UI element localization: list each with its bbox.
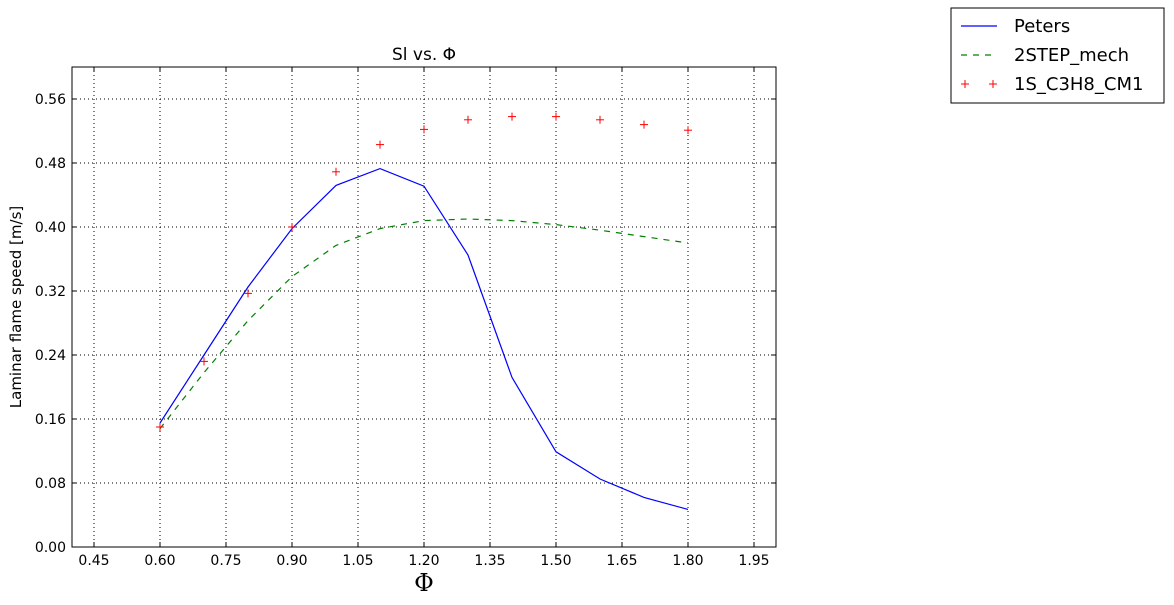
legend-label: 1S_C3H8_CM1 <box>1014 74 1143 95</box>
legend-items: Peters 2STEP_mech 1S_C3H8_CM1 <box>961 16 1143 95</box>
data-point <box>156 423 164 431</box>
data-point <box>640 120 648 129</box>
ticks: 0.45 0.60 0.75 0.90 1.05 1.20 1.35 1.50 1.65 1.80… <box>35 67 776 569</box>
chart-title: Sl vs. Φ <box>392 45 456 65</box>
y-tick-label: 0.00 <box>35 540 66 556</box>
data-point <box>596 115 604 124</box>
legend-marker <box>961 80 969 88</box>
series-1s-c3h8-cm1 <box>156 112 692 431</box>
x-tick-label: 0.60 <box>144 553 175 569</box>
x-tick-label: 1.50 <box>540 553 571 569</box>
legend: Peters 2STEP_mech 1S_C3H8_CM1 <box>950 7 1165 104</box>
x-tick-label: 1.35 <box>474 553 505 569</box>
y-tick-label: 0.32 <box>35 284 66 300</box>
legend-marker <box>989 80 997 88</box>
series-peters <box>159 167 689 510</box>
data-point <box>244 289 252 298</box>
x-axis-label: Φ <box>414 569 434 597</box>
y-tick-label: 0.48 <box>35 156 66 172</box>
y-tick-label: 0.56 <box>35 92 66 108</box>
legend-label: Peters <box>1014 16 1070 37</box>
x-tick-label: 1.80 <box>672 553 703 569</box>
x-tick-label: 1.05 <box>342 553 373 569</box>
y-axis-label: Laminar flame speed [m/s] <box>7 206 25 408</box>
x-tick-label: 0.90 <box>276 553 307 569</box>
data-point <box>332 167 340 176</box>
legend-item-peters: Peters <box>961 16 1070 37</box>
x-tick-label: 1.20 <box>408 553 439 569</box>
data-point <box>420 125 428 134</box>
data-point <box>464 115 472 124</box>
x-tick-label: 1.65 <box>606 553 637 569</box>
legend-label: 2STEP_mech <box>1014 45 1129 66</box>
x-tick-label: 1.95 <box>738 553 769 569</box>
series-layer <box>156 112 692 510</box>
data-point <box>288 223 296 231</box>
data-point <box>684 126 692 135</box>
legend-item-2step-mech: 2STEP_mech <box>961 45 1129 66</box>
legend-item-1s-c3h8-cm1: 1S_C3H8_CM1 <box>961 74 1143 95</box>
data-point <box>508 112 516 121</box>
y-tick-label: 0.16 <box>35 412 66 428</box>
y-tick-label: 0.24 <box>35 348 66 364</box>
data-point <box>376 140 384 149</box>
x-tick-label: 0.75 <box>210 553 241 569</box>
data-point <box>552 112 560 121</box>
y-tick-label: 0.08 <box>35 476 66 492</box>
data-point <box>200 357 208 366</box>
x-tick-label: 0.45 <box>78 553 109 569</box>
series-line-peters <box>159 167 689 510</box>
grid-lines <box>72 67 776 548</box>
y-tick-label: 0.40 <box>35 220 66 236</box>
